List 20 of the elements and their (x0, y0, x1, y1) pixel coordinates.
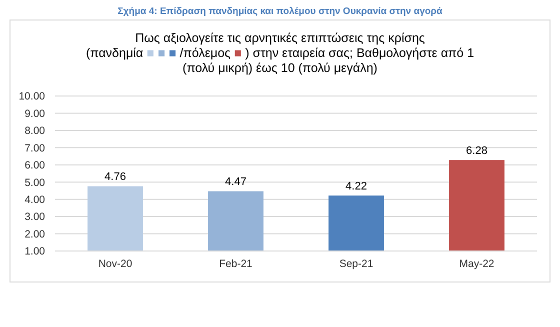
y-tick-label: 9.00 (24, 108, 46, 120)
y-tick-label: 2.00 (24, 228, 46, 240)
x-tick-label: May-22 (459, 258, 494, 270)
x-tick-label: Nov-20 (98, 258, 132, 270)
x-tick-label: Sep-21 (339, 258, 374, 270)
y-tick-label: 10.00 (18, 90, 46, 103)
data-label: 6.28 (466, 145, 488, 158)
y-tick-label: 6.00 (24, 160, 46, 172)
y-tick-label: 3.00 (24, 211, 46, 224)
y-tick-label: 7.00 (24, 142, 46, 154)
y-tick-label: 5.00 (24, 176, 46, 189)
data-label: 4.22 (346, 180, 367, 193)
data-label: 4.76 (104, 171, 126, 184)
chart-title: Σχήμα 4: Επίδραση πανδημίας και πολέμου στην Ουκρανία στην αγορά (118, 6, 443, 17)
y-tick-label: 8.00 (24, 125, 46, 138)
data-label: 4.47 (225, 176, 246, 188)
x-tick-label: Feb-21 (219, 258, 253, 270)
y-tick-label: 1.00 (24, 246, 46, 258)
y-tick-label: 4.00 (24, 194, 46, 206)
text: Πως αξιολογείτε τις αρνητικές επιπτώσεις της κρίσης (πανδημία ■ ■ ■ /πόλεμος ■ ) στην εταιρεία σας; Βαθμολογήστε από 1 (πολύ μικρή) έως 10 (πολύ μεγάλη) (86, 31, 474, 75)
